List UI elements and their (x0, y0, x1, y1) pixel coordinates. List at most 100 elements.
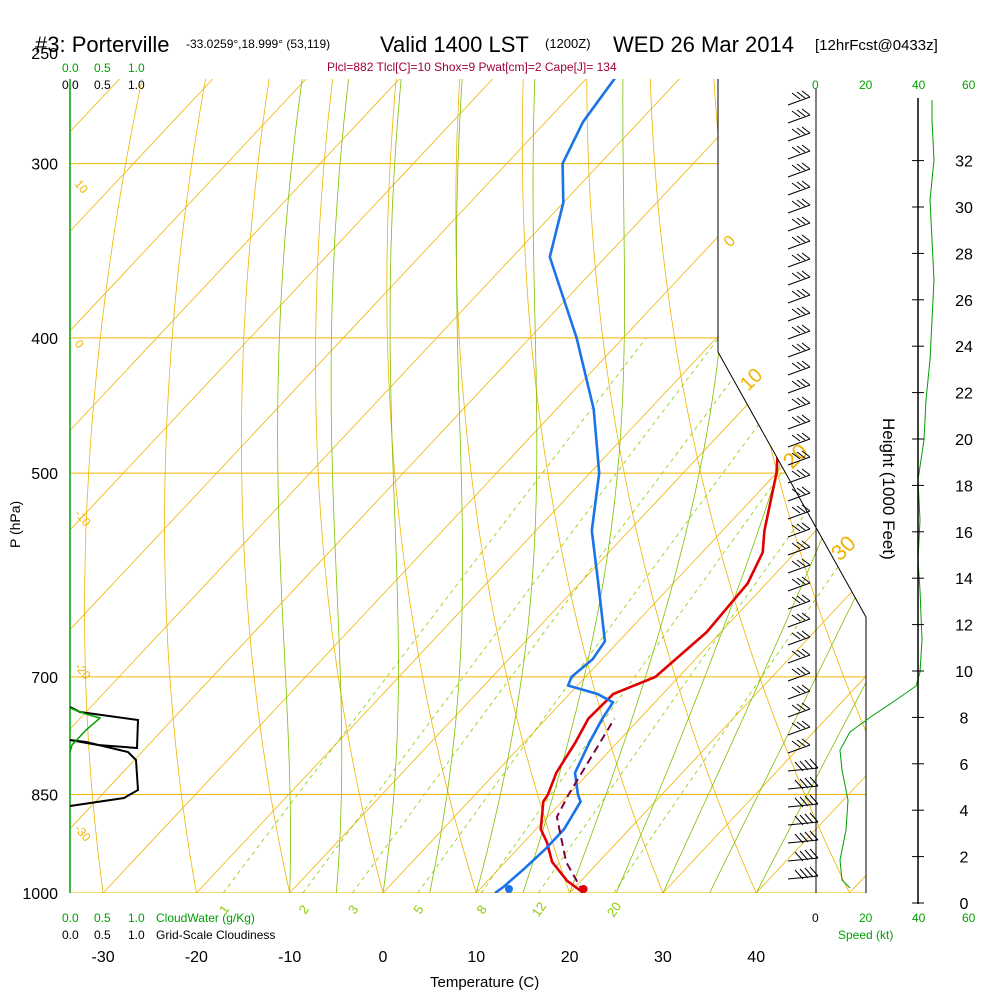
mixing-ratio-label: 5 (410, 902, 426, 917)
wind-barb (787, 486, 811, 502)
isotherm-line (849, 79, 866, 893)
moist-adiabat-line (522, 79, 625, 893)
wind-barb-shaft (787, 582, 811, 592)
height-tick-label: 0 (960, 896, 969, 913)
theta-label-left: 10 (72, 177, 92, 196)
wind-barb-feather (804, 813, 814, 824)
moist-adiabat-line (662, 79, 866, 893)
wind-barb-feather (809, 830, 819, 841)
wind-barb-feather (794, 869, 804, 880)
wind-barb-feather (796, 739, 806, 747)
height-tick-label: 18 (955, 478, 973, 495)
wind-barb (787, 758, 819, 772)
wind-barb-feather (794, 779, 804, 790)
wind-barb-feather (801, 504, 811, 512)
wind-barb-feather (801, 162, 811, 170)
moist-adiabat-line (475, 79, 538, 893)
pressure-tick-label: 700 (31, 670, 58, 687)
cloudwater-label: CloudWater (g/Kg) (156, 911, 255, 925)
moist-adiabat-line (709, 79, 866, 893)
wind-barb-shaft (787, 510, 811, 520)
theta-label-right: 0 (721, 232, 739, 250)
wind-barb (787, 830, 819, 844)
surface-dewpoint-dot (504, 885, 513, 893)
wind-barb (787, 288, 811, 304)
wind-barb-feather (801, 288, 811, 296)
wind-barb-feather (796, 253, 806, 261)
height-tick-label: 2 (960, 850, 969, 867)
wind-barb (787, 414, 811, 430)
cloudwater-scale-top: 0.0 0.5 1.0 0.0 0.5 1.0 (62, 61, 145, 92)
wind-barb-feather (791, 686, 801, 694)
utc-time: (1200Z) (545, 36, 591, 51)
wind-barb (787, 630, 811, 646)
wind-barb-feather (799, 796, 809, 807)
dry-adiabat-line (84, 79, 154, 893)
station-title: #3: Porterville (35, 32, 170, 57)
wind-barb (787, 108, 811, 124)
mixing-ratio-label: 2 (296, 902, 312, 917)
wind-barb (787, 234, 811, 250)
forecast-label: [12hrFcst@0433z] (815, 37, 938, 54)
speed-bot-20: 20 (859, 911, 873, 925)
wind-barb-feather (791, 704, 801, 712)
speed-bot-0: 0 (812, 911, 819, 925)
wind-barb-feather (796, 595, 806, 603)
height-axis-label: Height (1000 Feet) (879, 418, 898, 560)
date-label: WED 26 Mar 2014 (613, 32, 794, 57)
wind-barb-feather (791, 110, 801, 118)
dry-adiabat-line (521, 79, 664, 893)
wind-barb (787, 396, 811, 412)
wind-barb (787, 794, 819, 808)
wind-barb-feather (801, 378, 811, 386)
wind-barb (787, 432, 811, 448)
wind-barb-feather (794, 815, 804, 826)
wind-barb-feather (801, 522, 811, 530)
wind-barb-feather (794, 833, 804, 844)
pressure-tick-label: 300 (31, 157, 58, 174)
wind-barb-feather (801, 342, 811, 350)
wind-barb-feather (791, 164, 801, 172)
wind-barb-feather (796, 109, 806, 117)
temperature-tick-label: 20 (561, 949, 579, 966)
temperature-tick-label: -30 (92, 949, 115, 966)
moist-adiabat-line (755, 79, 866, 893)
height-tick-label: 14 (955, 571, 973, 588)
wind-barb-feather (796, 289, 806, 297)
theta-label-left: -10 (72, 507, 94, 530)
wind-barb-feather (799, 760, 809, 771)
wind-barb-feather (801, 180, 811, 188)
wind-barb-feather (794, 761, 804, 772)
wind-barb-feather (791, 290, 801, 298)
wind-barb-feather (799, 868, 809, 879)
wind-barb-feather (791, 128, 801, 136)
wind-barb-shaft (787, 744, 811, 754)
indices-line: Plcl=882 Tlcl[C]=10 Shox=9 Pwat[cm]=2 Ca… (327, 60, 617, 74)
cw-top-1: 0.5 (94, 61, 111, 75)
wind-barb-feather (791, 452, 801, 460)
wind-barb-shaft (787, 492, 811, 502)
dry-adiabat-line (455, 79, 570, 893)
dry-adiabat-line (586, 79, 757, 893)
wind-barb-feather (796, 91, 806, 99)
wind-barb-feather (801, 630, 811, 638)
wind-barb-shaft (787, 726, 811, 736)
wind-barb-feather (801, 270, 811, 278)
wind-barb-feather (801, 594, 811, 602)
wind-barb-feather (809, 866, 819, 877)
cl-top-1: 0.5 (94, 78, 111, 92)
wind-barb-shaft (787, 330, 811, 340)
surface-temperature-dot (579, 885, 588, 893)
wind-barb-feather (801, 720, 811, 728)
wind-barb-feather (801, 414, 811, 422)
wind-barb-feather (796, 577, 806, 585)
wind-barb-feather (791, 470, 801, 478)
wind-barb-shaft (787, 276, 811, 286)
wind-barb (787, 198, 811, 214)
cl-bot-1: 0.5 (94, 928, 111, 942)
wind-barb-feather (794, 797, 804, 808)
wind-barb (787, 270, 811, 286)
wind-barb-shaft (787, 546, 811, 556)
